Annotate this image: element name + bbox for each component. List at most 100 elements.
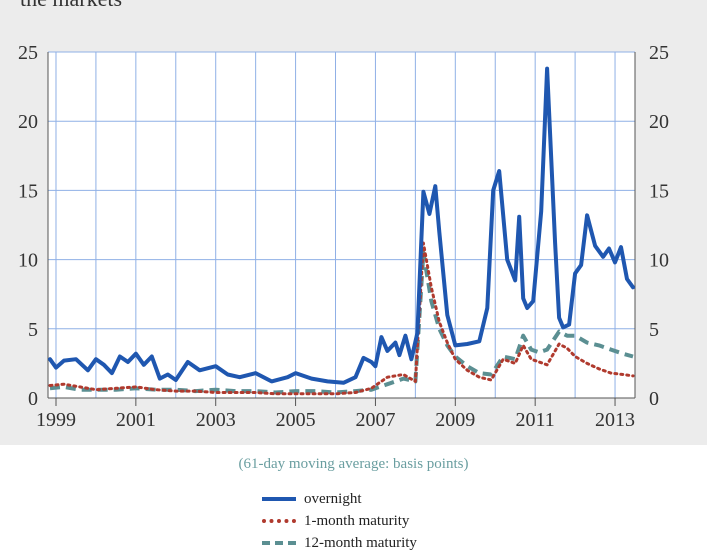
data-point-overnight (227, 374, 229, 376)
data-point-overnight (626, 278, 628, 280)
data-point-12-month-maturity (466, 365, 468, 367)
data-point-overnight (506, 259, 508, 261)
data-point-overnight (486, 307, 488, 309)
data-point-1-month-maturity (455, 358, 457, 360)
data-point-overnight (522, 298, 524, 300)
x-tick-label: 2013 (595, 409, 635, 431)
data-point-overnight (594, 245, 596, 247)
data-point-overnight (87, 370, 89, 372)
data-point-overnight (49, 358, 51, 360)
data-point-overnight (287, 376, 289, 378)
y-tick-label-left: 0 (28, 388, 38, 410)
data-point-1-month-maturity (622, 374, 624, 376)
data-point-overnight (417, 332, 419, 334)
data-point-1-month-maturity (49, 385, 51, 387)
data-point-12-month-maturity (439, 328, 441, 330)
data-point-overnight (492, 190, 494, 192)
y-tick-label-left: 20 (18, 111, 38, 133)
data-point-overnight (95, 358, 97, 360)
data-point-1-month-maturity (538, 361, 540, 363)
data-point-1-month-maturity (295, 393, 297, 395)
data-point-1-month-maturity (355, 392, 357, 394)
data-point-overnight (411, 358, 413, 360)
chart-caption: (61-day moving average: basis points) (238, 456, 469, 472)
data-point-1-month-maturity (255, 392, 257, 394)
data-point-1-month-maturity (215, 392, 217, 394)
y-tick-label-left: 15 (18, 180, 38, 202)
data-point-overnight (518, 216, 520, 218)
x-tick-label: 2011 (516, 409, 555, 431)
data-point-overnight (239, 376, 241, 378)
data-point-overnight (439, 231, 441, 233)
data-point-overnight (127, 361, 129, 363)
data-point-1-month-maturity (546, 364, 548, 366)
x-tick-label: 2001 (116, 409, 156, 431)
data-point-1-month-maturity (522, 345, 524, 347)
data-point-overnight (586, 215, 588, 217)
data-point-12-month-maturity (586, 342, 588, 344)
data-point-overnight (455, 345, 457, 347)
data-point-overnight (311, 378, 313, 380)
data-point-1-month-maturity (315, 393, 317, 395)
data-point-overnight (199, 370, 201, 372)
data-point-overnight (435, 185, 437, 187)
data-point-overnight (55, 367, 57, 369)
series-line-overnight (48, 66, 635, 385)
data-point-1-month-maturity (63, 383, 65, 385)
data-point-overnight (466, 343, 468, 345)
data-point-overnight (632, 286, 634, 288)
data-point-1-month-maturity (155, 389, 157, 391)
data-point-1-month-maturity (335, 393, 337, 395)
legend-label-12-month: 12-month maturity (304, 534, 417, 551)
data-point-1-month-maturity (115, 388, 117, 390)
y-tick-label-right: 25 (649, 42, 669, 64)
data-point-1-month-maturity (514, 363, 516, 365)
line-chart: 0 0 5 5 10 10 15 15 20 20 25 25 1999 2001 2003 2005 2007… (18, 42, 669, 431)
x-tick-label: 2005 (276, 409, 316, 431)
data-point-overnight (151, 356, 153, 358)
data-point-12-month-maturity (610, 349, 612, 351)
data-point-12-month-maturity (538, 352, 540, 354)
data-point-1-month-maturity (574, 356, 576, 358)
data-point-overnight (187, 361, 189, 363)
data-point-12-month-maturity (502, 356, 504, 358)
data-point-1-month-maturity (275, 393, 277, 395)
data-point-overnight (119, 356, 121, 358)
data-point-1-month-maturity (371, 388, 373, 390)
data-point-overnight (255, 372, 257, 374)
data-point-overnight (63, 360, 65, 362)
y-tick-label-left: 5 (28, 319, 38, 341)
legend-label-overnight: overnight (304, 490, 362, 507)
data-point-overnight (399, 354, 401, 356)
data-point-1-month-maturity (490, 379, 492, 381)
data-point-overnight (135, 353, 137, 355)
data-point-overnight (395, 342, 397, 344)
legend-swatch-overnight (262, 497, 296, 501)
y-tick-label-right: 5 (649, 319, 659, 341)
data-point-1-month-maturity (447, 342, 449, 344)
data-point-12-month-maturity (598, 345, 600, 347)
data-point-12-month-maturity (558, 331, 560, 333)
data-point-1-month-maturity (175, 390, 177, 392)
data-point-overnight (381, 336, 383, 338)
data-point-12-month-maturity (315, 390, 317, 392)
data-point-overnight (580, 264, 582, 266)
data-point-overnight (363, 357, 365, 359)
data-point-overnight (103, 364, 105, 366)
data-point-overnight (215, 365, 217, 367)
data-point-1-month-maturity (478, 376, 480, 378)
data-point-1-month-maturity (466, 370, 468, 372)
data-point-1-month-maturity (439, 321, 441, 323)
data-point-1-month-maturity (502, 358, 504, 360)
data-point-12-month-maturity (431, 300, 433, 302)
data-point-12-month-maturity (215, 389, 217, 391)
chart-panel: the markets 0 0 5 5 10 10 15 15 20 20 25 25 1999 2001… (0, 0, 707, 445)
data-point-1-month-maturity (403, 374, 405, 376)
data-point-12-month-maturity (490, 374, 492, 376)
x-tick-label: 2003 (196, 409, 236, 431)
data-point-overnight (75, 358, 77, 360)
data-point-overnight (387, 350, 389, 352)
legend-swatch-1-month (262, 519, 296, 523)
data-point-overnight (159, 378, 161, 380)
data-point-12-month-maturity (79, 389, 81, 391)
